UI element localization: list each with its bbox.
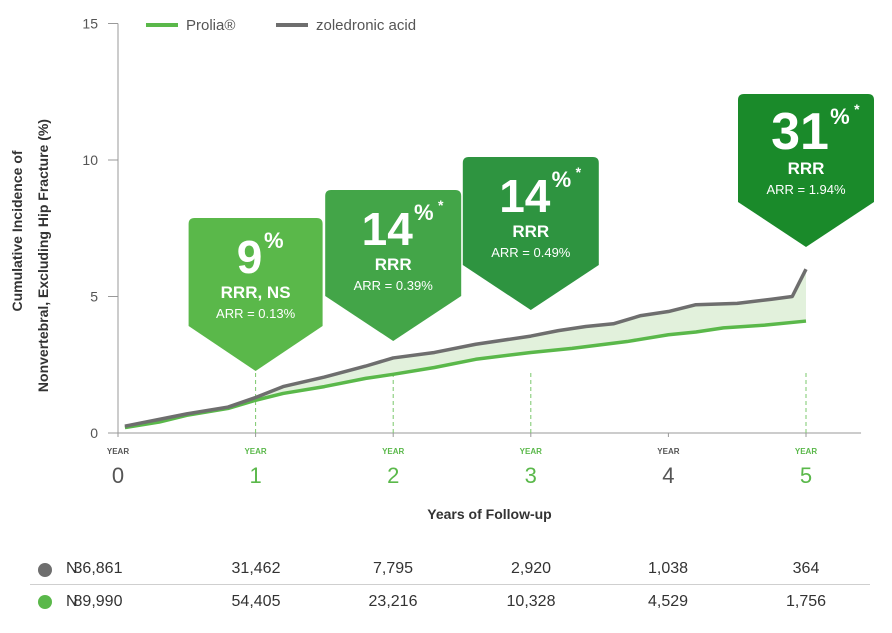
n-label: N xyxy=(66,593,78,610)
x-tick-year-label: YEAR xyxy=(244,447,266,456)
n-cell: 4,529 xyxy=(647,593,689,610)
callout-rrr-label: RRR xyxy=(788,159,825,178)
y-axis-label: Cumulative Incidence of xyxy=(9,150,25,311)
callout-box: 9 % RRR, NS ARR = 0.13% xyxy=(188,218,323,371)
y-tick-label: 10 xyxy=(82,152,98,168)
callout-shape xyxy=(462,157,599,310)
x-tick-label: 5 xyxy=(800,463,812,488)
n-cell: 23,216 xyxy=(368,593,418,610)
n-cell: 10,328 xyxy=(506,593,556,610)
callout-percent: % xyxy=(830,104,850,129)
n-cell: 54,405 xyxy=(231,593,281,610)
callout-box: 14% * RRR ARR = 0.39% xyxy=(325,190,462,341)
n-label: N xyxy=(66,560,78,577)
callout-percent: % xyxy=(552,167,572,192)
callout-shape xyxy=(738,94,874,247)
n-cell: 364 xyxy=(792,560,820,577)
callout-asterisk: * xyxy=(438,197,444,213)
callout-asterisk: * xyxy=(576,164,582,180)
x-tick-label: 3 xyxy=(525,463,537,488)
callout-arr-label: ARR = 0.49% xyxy=(491,245,571,260)
x-tick-label: 2 xyxy=(387,463,399,488)
table-row-zoledronic: N 36,861 31,462 7,795 2,920 1,038 364 xyxy=(30,556,870,584)
callout-rrr-label: RRR xyxy=(375,255,412,274)
callout-rrr-label: RRR xyxy=(512,222,549,241)
callout-asterisk: * xyxy=(854,101,860,117)
callout-arr-label: ARR = 0.39% xyxy=(354,278,434,293)
legend: Prolia® zoledronic acid xyxy=(146,17,416,34)
y-axis-label: Nonvertebral, Excluding Hip Fracture (%) xyxy=(35,119,51,392)
legend-label: zoledronic acid xyxy=(316,17,416,34)
n-cell: 1,038 xyxy=(647,560,689,577)
y-tick-label: 5 xyxy=(90,289,98,305)
n-cell: 7,795 xyxy=(372,560,414,577)
x-tick-year-label: YEAR xyxy=(382,447,404,456)
x-tick-label: 0 xyxy=(112,463,124,488)
zoledronic-series-line xyxy=(124,268,808,428)
x-tick-year-label: YEAR xyxy=(520,447,542,456)
callout-arr-label: ARR = 1.94% xyxy=(766,182,846,197)
callout-rrr-label: RRR, NS xyxy=(221,283,291,302)
zoledronic-dot xyxy=(38,563,52,577)
x-tick-label: 4 xyxy=(662,463,674,488)
n-at-risk-table: N 36,861 31,462 7,795 2,920 1,038 364 N … xyxy=(30,556,870,617)
callout-shape xyxy=(325,190,462,341)
n-cell: 31,462 xyxy=(231,560,281,577)
callout-value: 14 xyxy=(499,170,551,222)
x-axis-label: Years of Follow-up xyxy=(427,506,551,522)
n-cell: 2,920 xyxy=(510,560,552,577)
difference-area xyxy=(124,269,806,428)
callout-shape xyxy=(188,218,323,371)
callout-value: 9 xyxy=(237,231,263,283)
x-tick-label: 1 xyxy=(249,463,261,488)
x-tick-year-label: YEAR xyxy=(795,447,817,456)
y-tick-label: 15 xyxy=(82,16,98,32)
callout-value: 14 xyxy=(362,203,414,255)
table-row-prolia: N 89,990 54,405 23,216 10,328 4,529 1,75… xyxy=(30,584,870,617)
callout-value: 31 xyxy=(771,103,829,161)
n-cell: 89,990 xyxy=(73,593,123,610)
callout-box: 14% * RRR ARR = 0.49% xyxy=(462,157,599,310)
callout-percent: % xyxy=(414,200,434,225)
prolia-dot xyxy=(38,595,52,609)
callout-percent: % xyxy=(264,228,284,253)
n-cell: 1,756 xyxy=(785,593,827,610)
n-cell: 36,861 xyxy=(73,560,123,577)
callout-box: 31% * RRR ARR = 1.94% xyxy=(738,94,874,247)
legend-label: Prolia® xyxy=(186,17,235,34)
y-tick-label: 0 xyxy=(90,425,98,441)
x-tick-year-label: YEAR xyxy=(107,447,129,456)
x-tick-year-label: YEAR xyxy=(657,447,679,456)
callout-arr-label: ARR = 0.13% xyxy=(216,306,296,321)
